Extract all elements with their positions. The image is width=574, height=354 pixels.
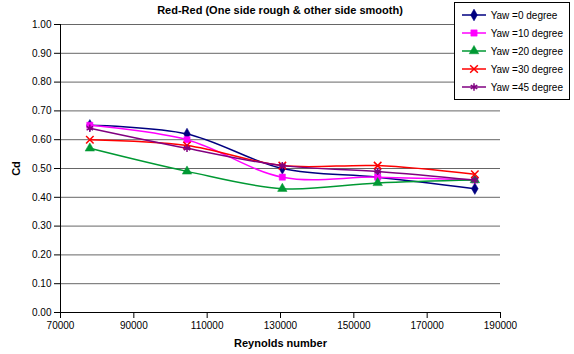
svg-text:0.40: 0.40 [32,192,52,203]
svg-text:90000: 90000 [120,320,148,331]
svg-text:1.00: 1.00 [32,19,52,30]
svg-text:0.20: 0.20 [32,249,52,260]
html-text:Red-Red (One side rough & othe: Red-Red (One side rough & other side smo… [157,4,403,16]
svg-text:0.80: 0.80 [32,76,52,87]
svg-text:0.30: 0.30 [32,220,52,231]
svg-text:0.00: 0.00 [32,307,52,318]
svg-text:110000: 110000 [191,320,224,331]
html-text:Yaw =0 degree: Yaw =0 degree [490,9,558,21]
svg-text:190000: 190000 [484,320,518,331]
svg-text:Cd: Cd [10,161,22,176]
html-text:Yaw =10 degree: Yaw =10 degree [490,27,563,39]
html-text:Yaw =30 degree: Yaw =30 degree [490,63,563,75]
html-text:Yaw =45 degree: Yaw =45 degree [490,81,563,93]
svg-text:170000: 170000 [410,320,444,331]
svg-text:150000: 150000 [337,320,371,331]
svg-text:130000: 130000 [264,320,298,331]
html-text:Yaw =20 degree: Yaw =20 degree [490,45,563,57]
svg-text:0.90: 0.90 [32,48,52,59]
svg-text:Reynolds number: Reynolds number [234,337,328,349]
svg-text:0.50: 0.50 [32,163,52,174]
svg-text:0.60: 0.60 [32,134,52,145]
svg-text:0.70: 0.70 [32,105,52,116]
svg-text:0.10: 0.10 [32,278,52,289]
svg-text:70000: 70000 [47,320,75,331]
